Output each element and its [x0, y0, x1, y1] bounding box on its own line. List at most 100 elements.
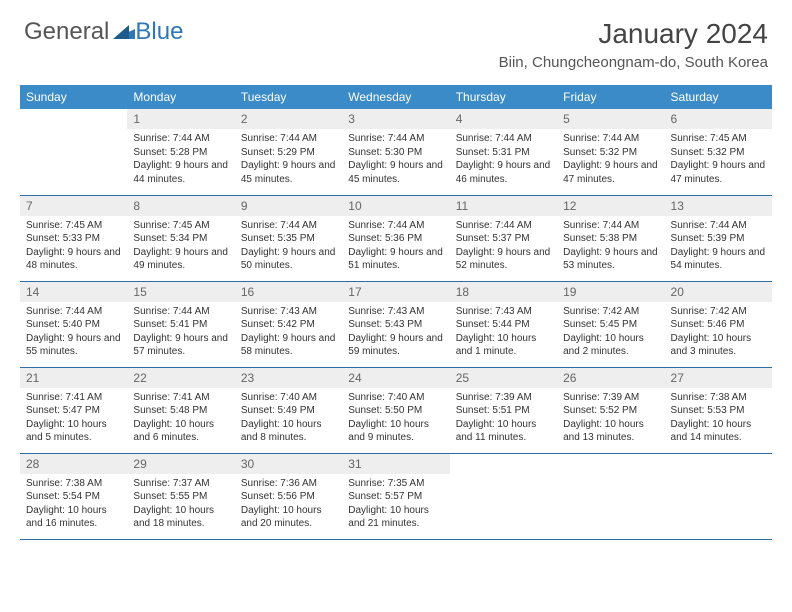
day-details: Sunrise: 7:44 AMSunset: 5:28 PMDaylight:… [127, 129, 234, 190]
day-details: Sunrise: 7:38 AMSunset: 5:54 PMDaylight:… [20, 474, 127, 535]
day-number: 14 [20, 282, 127, 302]
day-details: Sunrise: 7:41 AMSunset: 5:47 PMDaylight:… [20, 388, 127, 449]
day-number: 29 [127, 454, 234, 474]
calendar-cell: 20Sunrise: 7:42 AMSunset: 5:46 PMDayligh… [665, 281, 772, 367]
day-details: Sunrise: 7:44 AMSunset: 5:36 PMDaylight:… [342, 216, 449, 277]
day-number: 25 [450, 368, 557, 388]
day-number: 1 [127, 109, 234, 129]
logo-text-blue: Blue [135, 18, 183, 46]
calendar-cell: 15Sunrise: 7:44 AMSunset: 5:41 PMDayligh… [127, 281, 234, 367]
calendar-cell: 27Sunrise: 7:38 AMSunset: 5:53 PMDayligh… [665, 367, 772, 453]
day-details: Sunrise: 7:38 AMSunset: 5:53 PMDaylight:… [665, 388, 772, 449]
logo: General Blue [24, 18, 183, 46]
calendar-cell: 25Sunrise: 7:39 AMSunset: 5:51 PMDayligh… [450, 367, 557, 453]
calendar-week-row: 28Sunrise: 7:38 AMSunset: 5:54 PMDayligh… [20, 453, 772, 539]
day-number: 19 [557, 282, 664, 302]
calendar-cell: 2Sunrise: 7:44 AMSunset: 5:29 PMDaylight… [235, 109, 342, 195]
calendar-cell: 10Sunrise: 7:44 AMSunset: 5:36 PMDayligh… [342, 195, 449, 281]
calendar-cell: 31Sunrise: 7:35 AMSunset: 5:57 PMDayligh… [342, 453, 449, 539]
day-details: Sunrise: 7:44 AMSunset: 5:31 PMDaylight:… [450, 129, 557, 190]
day-number: 26 [557, 368, 664, 388]
day-details: Sunrise: 7:44 AMSunset: 5:29 PMDaylight:… [235, 129, 342, 190]
calendar-body: 1Sunrise: 7:44 AMSunset: 5:28 PMDaylight… [20, 109, 772, 539]
day-number: 3 [342, 109, 449, 129]
day-number: 12 [557, 196, 664, 216]
day-details: Sunrise: 7:44 AMSunset: 5:37 PMDaylight:… [450, 216, 557, 277]
day-number: 5 [557, 109, 664, 129]
calendar-header-row: SundayMondayTuesdayWednesdayThursdayFrid… [20, 85, 772, 109]
calendar-cell: 16Sunrise: 7:43 AMSunset: 5:42 PMDayligh… [235, 281, 342, 367]
calendar-week-row: 7Sunrise: 7:45 AMSunset: 5:33 PMDaylight… [20, 195, 772, 281]
day-details: Sunrise: 7:42 AMSunset: 5:45 PMDaylight:… [557, 302, 664, 363]
day-details: Sunrise: 7:41 AMSunset: 5:48 PMDaylight:… [127, 388, 234, 449]
day-number: 2 [235, 109, 342, 129]
weekday-header: Tuesday [235, 85, 342, 109]
day-number: 15 [127, 282, 234, 302]
calendar-cell: 14Sunrise: 7:44 AMSunset: 5:40 PMDayligh… [20, 281, 127, 367]
calendar-cell: 5Sunrise: 7:44 AMSunset: 5:32 PMDaylight… [557, 109, 664, 195]
calendar-cell: 7Sunrise: 7:45 AMSunset: 5:33 PMDaylight… [20, 195, 127, 281]
day-number: 16 [235, 282, 342, 302]
calendar-table: SundayMondayTuesdayWednesdayThursdayFrid… [20, 85, 772, 540]
day-details: Sunrise: 7:44 AMSunset: 5:30 PMDaylight:… [342, 129, 449, 190]
calendar-cell: 30Sunrise: 7:36 AMSunset: 5:56 PMDayligh… [235, 453, 342, 539]
day-details: Sunrise: 7:44 AMSunset: 5:40 PMDaylight:… [20, 302, 127, 363]
month-title: January 2024 [499, 18, 768, 50]
day-details: Sunrise: 7:43 AMSunset: 5:44 PMDaylight:… [450, 302, 557, 363]
day-details: Sunrise: 7:40 AMSunset: 5:50 PMDaylight:… [342, 388, 449, 449]
day-number: 17 [342, 282, 449, 302]
day-number: 22 [127, 368, 234, 388]
calendar-cell: 11Sunrise: 7:44 AMSunset: 5:37 PMDayligh… [450, 195, 557, 281]
day-number: 6 [665, 109, 772, 129]
day-details: Sunrise: 7:44 AMSunset: 5:35 PMDaylight:… [235, 216, 342, 277]
day-number: 9 [235, 196, 342, 216]
day-number: 31 [342, 454, 449, 474]
day-details: Sunrise: 7:45 AMSunset: 5:34 PMDaylight:… [127, 216, 234, 277]
day-details: Sunrise: 7:39 AMSunset: 5:51 PMDaylight:… [450, 388, 557, 449]
day-details: Sunrise: 7:44 AMSunset: 5:39 PMDaylight:… [665, 216, 772, 277]
calendar-cell [557, 453, 664, 539]
day-number: 13 [665, 196, 772, 216]
day-details: Sunrise: 7:44 AMSunset: 5:41 PMDaylight:… [127, 302, 234, 363]
day-number: 20 [665, 282, 772, 302]
weekday-header: Monday [127, 85, 234, 109]
calendar-cell: 18Sunrise: 7:43 AMSunset: 5:44 PMDayligh… [450, 281, 557, 367]
calendar-cell: 22Sunrise: 7:41 AMSunset: 5:48 PMDayligh… [127, 367, 234, 453]
weekday-header: Thursday [450, 85, 557, 109]
calendar-week-row: 14Sunrise: 7:44 AMSunset: 5:40 PMDayligh… [20, 281, 772, 367]
day-details: Sunrise: 7:43 AMSunset: 5:43 PMDaylight:… [342, 302, 449, 363]
day-number: 10 [342, 196, 449, 216]
calendar-cell: 19Sunrise: 7:42 AMSunset: 5:45 PMDayligh… [557, 281, 664, 367]
day-number: 23 [235, 368, 342, 388]
day-details: Sunrise: 7:40 AMSunset: 5:49 PMDaylight:… [235, 388, 342, 449]
calendar-cell: 1Sunrise: 7:44 AMSunset: 5:28 PMDaylight… [127, 109, 234, 195]
calendar-cell: 28Sunrise: 7:38 AMSunset: 5:54 PMDayligh… [20, 453, 127, 539]
calendar-cell: 9Sunrise: 7:44 AMSunset: 5:35 PMDaylight… [235, 195, 342, 281]
day-number: 28 [20, 454, 127, 474]
day-details: Sunrise: 7:43 AMSunset: 5:42 PMDaylight:… [235, 302, 342, 363]
calendar-cell: 29Sunrise: 7:37 AMSunset: 5:55 PMDayligh… [127, 453, 234, 539]
calendar-cell: 8Sunrise: 7:45 AMSunset: 5:34 PMDaylight… [127, 195, 234, 281]
day-number: 27 [665, 368, 772, 388]
calendar-cell: 6Sunrise: 7:45 AMSunset: 5:32 PMDaylight… [665, 109, 772, 195]
day-details: Sunrise: 7:37 AMSunset: 5:55 PMDaylight:… [127, 474, 234, 535]
calendar-cell [450, 453, 557, 539]
calendar-cell: 13Sunrise: 7:44 AMSunset: 5:39 PMDayligh… [665, 195, 772, 281]
calendar-cell [20, 109, 127, 195]
day-details: Sunrise: 7:39 AMSunset: 5:52 PMDaylight:… [557, 388, 664, 449]
day-details: Sunrise: 7:45 AMSunset: 5:32 PMDaylight:… [665, 129, 772, 190]
day-number: 7 [20, 196, 127, 216]
weekday-header: Sunday [20, 85, 127, 109]
title-block: January 2024 Biin, Chungcheongnam-do, So… [499, 18, 768, 71]
day-number: 21 [20, 368, 127, 388]
calendar-week-row: 1Sunrise: 7:44 AMSunset: 5:28 PMDaylight… [20, 109, 772, 195]
calendar-cell: 17Sunrise: 7:43 AMSunset: 5:43 PMDayligh… [342, 281, 449, 367]
day-number: 8 [127, 196, 234, 216]
calendar-cell: 23Sunrise: 7:40 AMSunset: 5:49 PMDayligh… [235, 367, 342, 453]
calendar-cell: 12Sunrise: 7:44 AMSunset: 5:38 PMDayligh… [557, 195, 664, 281]
calendar-cell: 3Sunrise: 7:44 AMSunset: 5:30 PMDaylight… [342, 109, 449, 195]
day-number: 11 [450, 196, 557, 216]
day-details: Sunrise: 7:44 AMSunset: 5:38 PMDaylight:… [557, 216, 664, 277]
day-details: Sunrise: 7:42 AMSunset: 5:46 PMDaylight:… [665, 302, 772, 363]
weekday-header: Friday [557, 85, 664, 109]
